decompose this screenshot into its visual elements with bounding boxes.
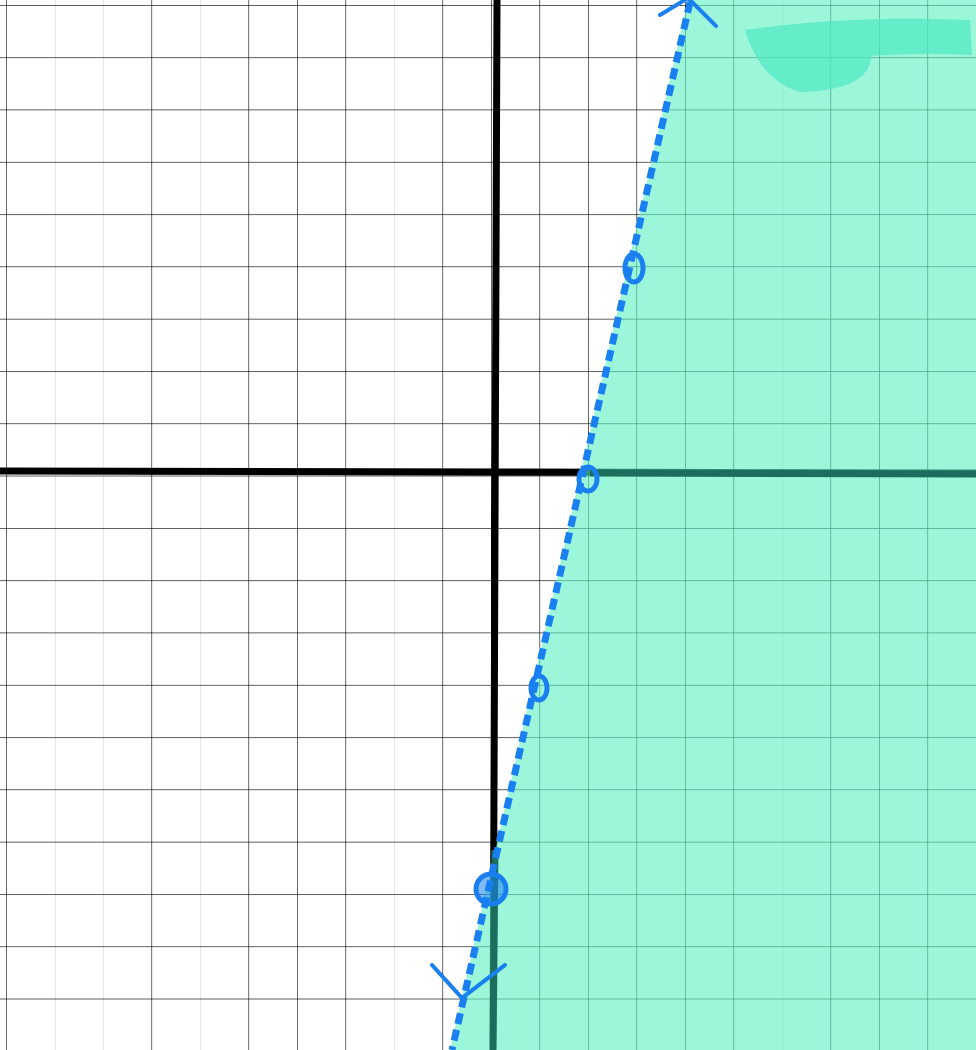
- shading-stroke: [745, 18, 972, 92]
- point: [622, 251, 646, 285]
- arrow-bottom: [430, 963, 507, 1001]
- shaded-region: [450, 0, 976, 1050]
- point: [528, 673, 550, 703]
- x-axis-shaded: [589, 469, 976, 478]
- point: [576, 464, 600, 494]
- boundary-line: [448, 1, 694, 1050]
- point: [473, 871, 509, 907]
- arrow-top: [658, 0, 718, 28]
